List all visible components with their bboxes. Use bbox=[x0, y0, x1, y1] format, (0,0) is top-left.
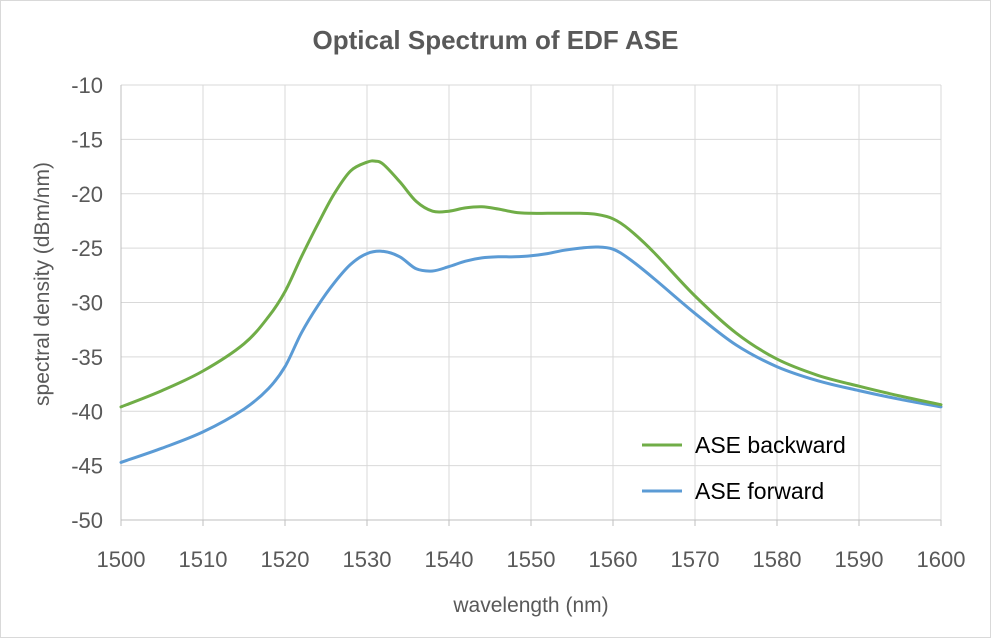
y-tick-label: -10 bbox=[71, 73, 103, 98]
legend: ASE backward ASE forward bbox=[642, 432, 846, 504]
x-tick-label: 1590 bbox=[835, 547, 884, 572]
y-tick-label: -15 bbox=[71, 127, 103, 152]
y-tick-label: -35 bbox=[71, 345, 103, 370]
x-axis-title: wavelength (nm) bbox=[452, 594, 608, 617]
x-tick-label: 1500 bbox=[97, 547, 146, 572]
series-line-ase-forward bbox=[119, 245, 943, 464]
y-tick-label: -30 bbox=[71, 291, 103, 316]
x-tick-label: 1600 bbox=[917, 547, 966, 572]
x-tick-label: 1510 bbox=[179, 547, 228, 572]
x-tick-label: 1530 bbox=[343, 547, 392, 572]
grid-lines bbox=[121, 84, 942, 520]
y-axis-title: spectral density (dBm/nm) bbox=[31, 162, 54, 406]
data-series bbox=[119, 159, 943, 464]
y-tick-label: -20 bbox=[71, 182, 103, 207]
legend-label-ase-forward: ASE forward bbox=[695, 478, 824, 504]
x-tick-label: 1560 bbox=[589, 547, 638, 572]
y-tick-label: -50 bbox=[71, 508, 103, 533]
series-line-ase-backward bbox=[119, 159, 943, 409]
legend-label-ase-backward: ASE backward bbox=[695, 432, 846, 458]
chart-title: Optical Spectrum of EDF ASE bbox=[312, 25, 679, 55]
x-tick-label: 1550 bbox=[507, 547, 556, 572]
tick-labels: -10 -15 -20 -25 -30 -35 -40 -45 -50 1500 1510 1520 1… bbox=[71, 73, 965, 572]
y-tick-label: -45 bbox=[71, 454, 103, 479]
y-tick-label: -25 bbox=[71, 236, 103, 261]
y-tick-label: -40 bbox=[71, 399, 103, 424]
axes bbox=[120, 85, 942, 526]
x-tick-label: 1540 bbox=[425, 547, 474, 572]
x-tick-label: 1570 bbox=[671, 547, 720, 572]
x-tick-label: 1580 bbox=[753, 547, 802, 572]
x-tick-label: 1520 bbox=[261, 547, 310, 572]
